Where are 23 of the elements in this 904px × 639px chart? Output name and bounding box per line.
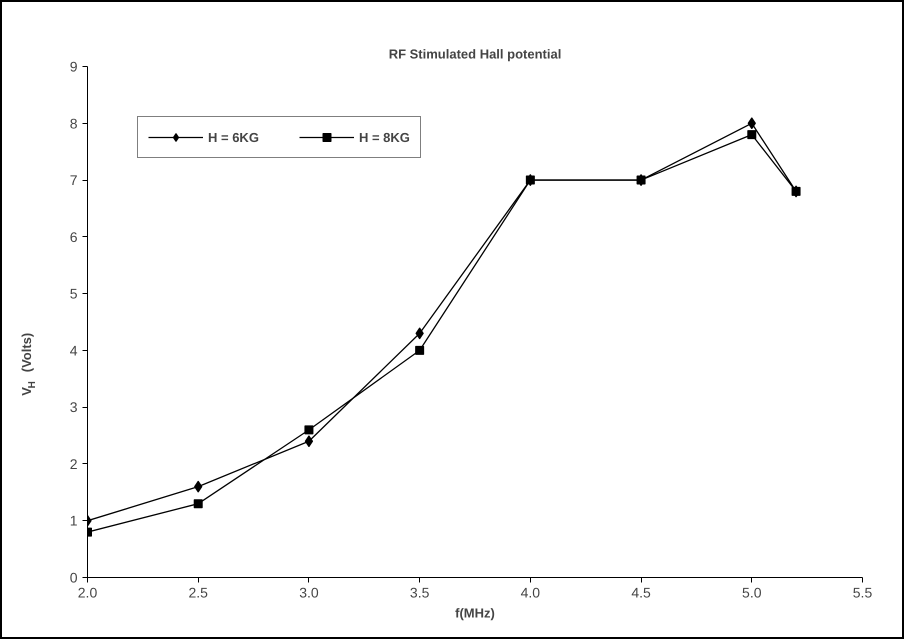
y-tick-label: 6	[70, 228, 78, 245]
legend-label: H = 6KG	[208, 130, 259, 144]
y-tick-label: 5	[70, 286, 78, 302]
y-tick-label: 9	[70, 58, 78, 74]
y-axis-title: VH (Volts)	[19, 332, 38, 396]
chart-title: RF Stimulated Hall potential	[388, 46, 562, 62]
y-tick-label: 4	[70, 342, 78, 358]
x-tick-label: 4.5	[631, 584, 652, 600]
x-axis-title: f(MHz)	[455, 606, 495, 620]
y-tick-label: 1	[70, 512, 78, 529]
x-tick-label: 3.5	[410, 584, 430, 600]
x-tick-label: 2.5	[188, 584, 208, 600]
y-tick-label: 7	[70, 172, 78, 188]
x-tick-label: 3.0	[299, 584, 319, 600]
x-tick-label: 5.0	[742, 584, 762, 600]
y-tick-label: 3	[70, 399, 78, 416]
y-tick-label: 2	[70, 456, 78, 472]
x-tick-label: 4.0	[520, 584, 540, 600]
x-tick-label: 2.0	[78, 584, 98, 600]
x-tick-label: 5.5	[852, 584, 872, 600]
y-tick-label: 8	[70, 115, 78, 132]
y-tick-label: 0	[70, 570, 78, 586]
legend-label: H = 8KG	[358, 130, 410, 144]
